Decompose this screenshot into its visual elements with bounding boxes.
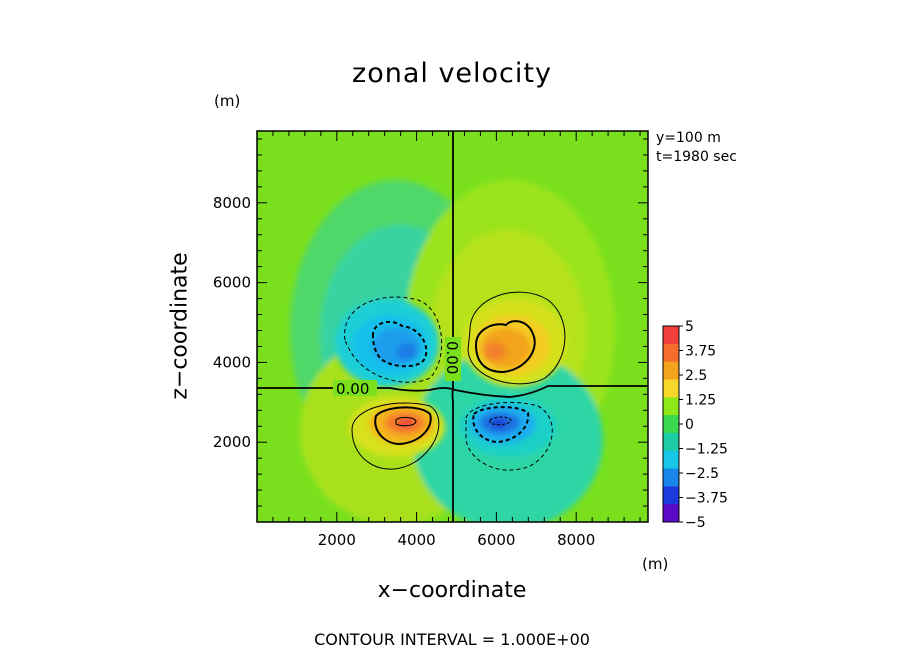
y-tick-label: 6000 [213,274,251,292]
zero-label-bg-vertical [445,337,461,381]
contour-pos-2-lower-left [374,406,432,446]
colorbar-tick-label: 1.25 [685,393,716,409]
y-tick-label: 8000 [213,194,251,212]
colorbar-tick-label: 5 [685,319,694,335]
y-axis-unit: (m) [214,92,241,110]
y-tick-label: 2000 [213,433,251,451]
contour-neg-1-lower-right [465,401,553,471]
zero-contour-label-vertical: 0.00 [443,341,461,374]
annotation-time: t=1980 sec [656,149,737,165]
colorbar-segment [663,486,679,505]
colorbar-tick-label: −2.5 [685,466,719,482]
annotation-y-position: y=100 m [656,130,721,146]
colorbar-segment [663,504,679,523]
y-tick-label: 4000 [213,353,251,371]
zero-label-bg-horizontal [333,380,377,396]
chart-title: zonal velocity [352,58,552,89]
contour-interval-note: CONTOUR INTERVAL = 1.000E+00 [314,630,590,649]
contour-pos-2-upper-right [474,320,536,374]
zero-contour-label-horizontal: 0.00 [336,380,369,398]
x-axis-unit: (m) [642,555,669,573]
colorbar-segment [663,450,679,470]
colorbar-segment [663,361,679,380]
colorbar-tick-label: 0 [685,417,694,433]
colorbar-segment [663,432,679,452]
contour-neg-1-upper-left [344,296,443,383]
colorbar-tick-label: −3.75 [685,491,728,507]
colorbar-segment [663,397,679,416]
contour-neg-3-lower-right [489,416,512,426]
contour-pos-1-upper-right [467,291,566,385]
x-axis-label: x−coordinate [377,578,527,603]
contour-lines [257,131,648,522]
colorbar: 5 3.75 2.5 1.25 0 −1.25 −2.5 −3.75 −5 [662,319,728,531]
contour-pos-3-lower-left [395,417,417,427]
colorbar-tick-label: 3.75 [685,344,716,360]
colorbar-segment [663,343,679,363]
axes: 2000 4000 6000 8000 2000 4000 6000 8000 [213,131,648,549]
x-tick-label: 2000 [318,531,356,549]
x-tick-label: 4000 [397,531,435,549]
contour-neg-2-lower-right [472,406,530,444]
colorbar-tick-label: −5 [685,515,706,531]
zero-contour-vertical [451,131,454,522]
zero-contour-horizontal [257,385,648,398]
colorbar-segment [663,415,679,434]
colorbar-segment [663,379,679,398]
colorbar-tick-label: −1.25 [685,442,728,458]
colorbar-segment [663,468,679,487]
colorbar-segment [663,326,679,345]
x-tick-label: 8000 [557,531,595,549]
colorbar-tick-label: 2.5 [685,368,707,384]
contour-pos-1-lower-left [351,402,440,470]
x-tick-label: 6000 [477,531,515,549]
plot-frame [256,130,649,523]
contour-neg-2-upper-left [371,320,428,368]
